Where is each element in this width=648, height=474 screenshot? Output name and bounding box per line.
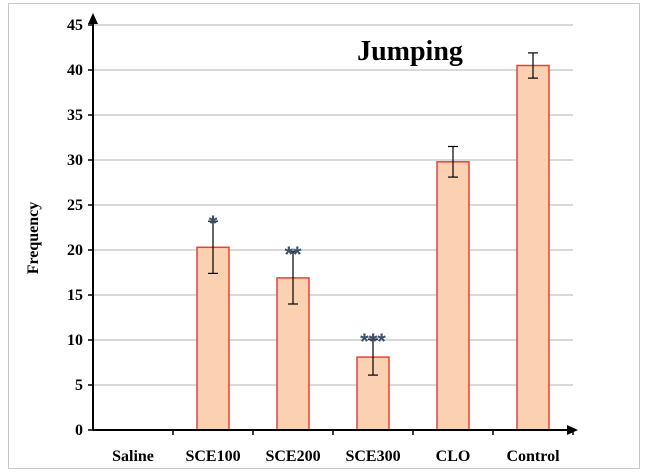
x-tick-label: SCE100 — [185, 448, 240, 465]
y-tick-label: 25 — [67, 197, 83, 214]
y-axis-label: Frequency — [25, 202, 42, 275]
y-tick-label: 35 — [67, 107, 83, 124]
x-tick-label: SCE200 — [265, 448, 320, 465]
y-axis-arrow — [88, 13, 98, 24]
y-tick-label: 30 — [67, 152, 83, 169]
y-tick-label: 20 — [67, 242, 83, 259]
x-tick-label: Control — [506, 448, 560, 465]
y-tick-label: 10 — [67, 332, 83, 349]
y-tick-labels: 0 5 10 15 20 25 30 35 40 45 — [67, 17, 83, 439]
axes — [88, 13, 578, 435]
significance-label: *** — [360, 329, 386, 354]
significance-label: ** — [284, 242, 302, 267]
y-tick-label: 0 — [75, 422, 83, 439]
x-tick-label: SCE300 — [345, 448, 400, 465]
y-tick-label: 40 — [67, 62, 83, 79]
chart-title: Jumping — [357, 36, 463, 67]
gridlines — [88, 24, 573, 431]
bar — [436, 161, 470, 431]
bar — [196, 246, 230, 431]
y-tick-label: 45 — [67, 17, 83, 34]
significance-label: * — [209, 211, 218, 236]
x-tick-labels: Saline SCE100 SCE200 SCE300 CLO Control — [112, 448, 560, 465]
x-tick-label: Saline — [112, 448, 154, 465]
y-tick-label: 5 — [75, 377, 83, 394]
bar — [516, 64, 550, 431]
bars: ****** — [196, 52, 550, 431]
x-tick-label: CLO — [436, 448, 471, 465]
y-tick-label: 15 — [67, 287, 83, 304]
